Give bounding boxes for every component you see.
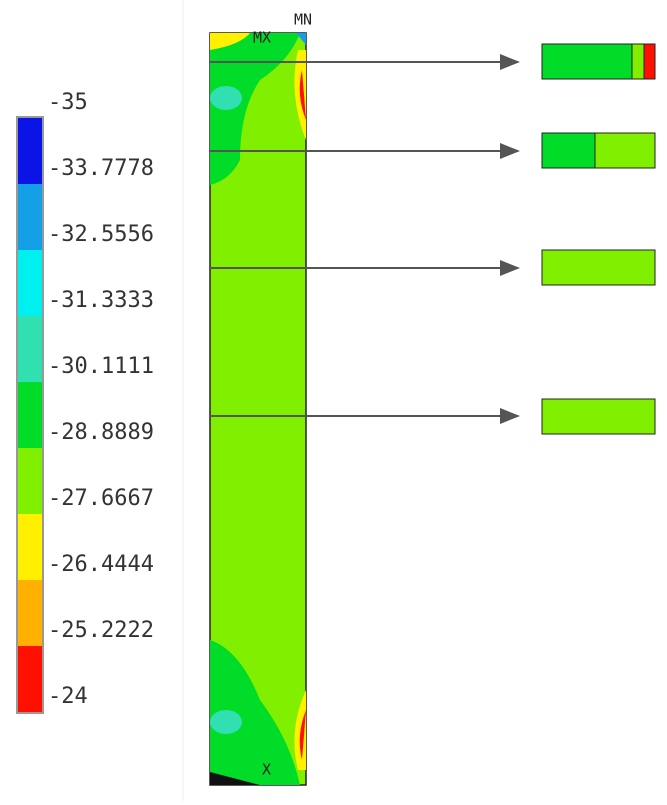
legend-band — [18, 316, 42, 382]
legend-band — [18, 382, 42, 448]
legend-label: -25.2222 — [48, 618, 154, 643]
legend-label: -32.5556 — [48, 222, 154, 247]
mx-marker: MX — [253, 29, 271, 47]
legend-label: -28.8889 — [48, 420, 154, 445]
legend-band — [18, 184, 42, 250]
legend-label: -30.1111 — [48, 354, 154, 379]
legend-band — [18, 514, 42, 580]
legend-band — [18, 250, 42, 316]
legend-frame — [16, 116, 44, 714]
legend-label: -26.4444 — [48, 552, 154, 577]
legend-band — [18, 646, 42, 712]
legend-band — [18, 118, 42, 184]
legend-band — [18, 448, 42, 514]
mn-marker: MN — [294, 11, 312, 29]
arrows — [210, 54, 520, 424]
column-model — [209, 32, 307, 786]
legend: -35 -33.7778 -32.5556 -31.3333 -30.1111 -28.8… — [16, 90, 154, 714]
legend-label: -33.7778 — [48, 156, 154, 181]
legend-band — [18, 580, 42, 646]
legend-label: -24 — [48, 684, 88, 709]
legend-label: -27.6667 — [48, 486, 154, 511]
legend-label: -35 — [48, 90, 88, 115]
legend-label: -31.3333 — [48, 288, 154, 313]
x-marker: X — [262, 761, 271, 779]
slices — [541, 43, 656, 435]
